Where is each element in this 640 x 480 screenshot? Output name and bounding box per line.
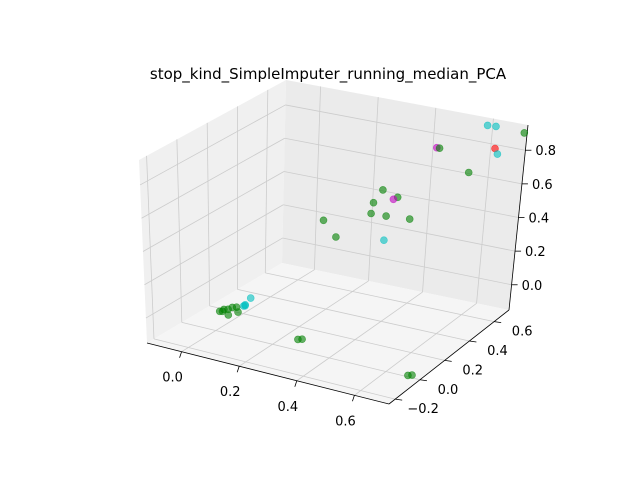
z-grid-line <box>285 104 526 151</box>
data-point <box>435 144 444 152</box>
y-tick-mark <box>395 398 403 401</box>
z-grid-line <box>144 204 284 286</box>
z-tick-label: 0.4 <box>529 212 550 227</box>
y-grid-line <box>265 272 495 323</box>
z-grid-line <box>283 171 519 218</box>
x-tick-mark <box>236 366 240 373</box>
y-grid-line <box>209 305 445 361</box>
x-axis-line <box>146 342 390 405</box>
z-grid-line <box>145 237 283 319</box>
data-point <box>246 294 255 302</box>
data-point <box>294 335 302 344</box>
y-tick-mark <box>469 340 477 343</box>
x-grid-line <box>181 269 315 353</box>
y-grid-line <box>153 338 396 400</box>
x-tick-mark <box>294 380 298 387</box>
z-grid-line <box>139 104 286 186</box>
data-point <box>493 150 502 158</box>
z-tick-label: 0.6 <box>532 178 553 193</box>
grid-lines <box>139 86 526 400</box>
y-tick-label: 0.4 <box>487 344 508 359</box>
z-grid-line <box>141 137 285 219</box>
z-tick-label: 0.2 <box>525 245 546 260</box>
z-tick-label: 0.0 <box>522 279 543 294</box>
y-tick-mark <box>419 379 427 382</box>
data-point <box>464 168 473 177</box>
data-point <box>382 212 390 220</box>
y-tick-label: 0.6 <box>512 325 533 340</box>
z-tick-label: 0.8 <box>535 144 556 159</box>
x-tick-label: 0.0 <box>162 371 183 386</box>
x-tick-mark <box>179 351 182 358</box>
y-grid-line <box>181 321 421 381</box>
data-point <box>520 129 529 137</box>
data-point <box>215 307 224 316</box>
data-point <box>319 216 328 225</box>
y-tick-label: 0.0 <box>438 383 459 398</box>
data-point <box>379 186 387 194</box>
x-tick-label: 0.6 <box>335 414 356 429</box>
data-point <box>405 215 414 223</box>
y-tick-mark <box>494 321 502 324</box>
data-point <box>241 300 249 309</box>
data-point <box>380 236 388 244</box>
pane-left-wall <box>139 80 286 343</box>
data-point <box>404 371 412 380</box>
data-point <box>369 198 378 207</box>
x-grid-line <box>238 280 369 367</box>
x-tick-label: 0.2 <box>220 385 241 400</box>
z-grid-line <box>284 137 523 185</box>
x-grid-line <box>296 291 423 382</box>
data-point <box>234 308 242 316</box>
x-tick-mark <box>352 395 355 402</box>
z-grid-line <box>282 237 512 286</box>
data-point <box>483 121 492 130</box>
x-grid-line <box>354 302 477 396</box>
data-point <box>492 122 500 131</box>
axis-lines <box>146 124 532 405</box>
y-tick-label: −0.2 <box>407 402 439 417</box>
y-grid-line <box>237 289 470 342</box>
tick-labels: 0.00.20.40.6−0.20.00.20.40.60.00.20.40.6… <box>162 144 556 429</box>
y-tick-label: 0.2 <box>462 363 483 378</box>
data-point <box>389 195 398 204</box>
z-grid-line <box>142 171 285 252</box>
z-grid-line <box>283 204 516 252</box>
data-point <box>224 311 233 319</box>
data-points <box>215 121 529 380</box>
data-point <box>332 233 340 241</box>
y-tick-mark <box>444 359 452 362</box>
chart-title: stop_kind_SimpleImputer_running_median_P… <box>150 65 507 84</box>
data-point <box>367 209 375 218</box>
y-axis-line <box>388 309 510 405</box>
x-tick-label: 0.4 <box>277 400 298 415</box>
